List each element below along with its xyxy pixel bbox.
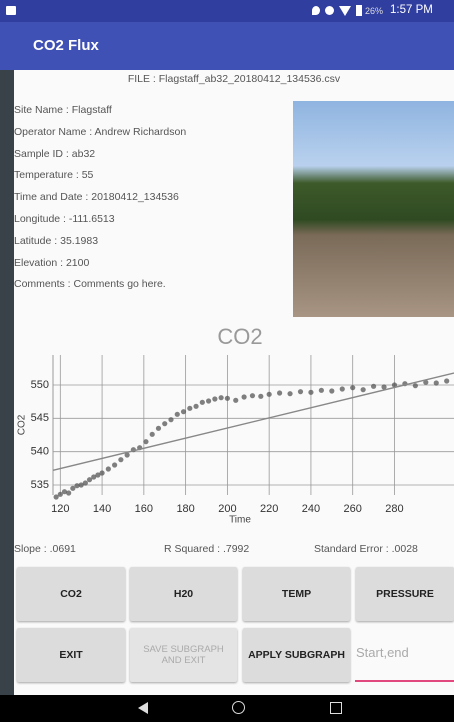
dnd-icon — [325, 6, 334, 15]
data-point — [298, 389, 303, 394]
data-point — [206, 398, 211, 403]
app-title: CO2 Flux — [33, 37, 99, 54]
data-point — [258, 394, 263, 399]
stat-text: R Squared : .7992 — [164, 543, 249, 555]
data-point — [219, 395, 224, 400]
y-tick-label: 545 — [31, 412, 49, 424]
nav-bar — [0, 695, 454, 722]
site-info-line: Site Name : Flagstaff — [14, 104, 112, 116]
back-button[interactable] — [138, 702, 148, 714]
y-tick-label: 540 — [31, 446, 49, 458]
data-point — [106, 466, 111, 471]
x-tick-label: 240 — [302, 503, 320, 515]
data-point — [225, 396, 230, 401]
site-info-line: Temperature : 55 — [14, 169, 93, 181]
x-tick-label: 140 — [93, 503, 111, 515]
x-tick-label: 200 — [218, 503, 236, 515]
data-point — [413, 383, 418, 388]
data-point — [308, 390, 313, 395]
data-point — [175, 412, 180, 417]
home-button[interactable] — [232, 701, 245, 714]
data-point — [277, 390, 282, 395]
site-info-line: Longitude : -111.6513 — [14, 213, 115, 225]
data-point — [150, 432, 155, 437]
x-tick-label: 120 — [51, 503, 69, 515]
clock: 1:57 PM — [390, 4, 433, 16]
x-tick-label: 220 — [260, 503, 278, 515]
button[interactable]: EXIT — [17, 628, 125, 682]
data-point — [381, 384, 386, 389]
data-point — [350, 385, 355, 390]
data-point — [250, 393, 255, 398]
x-tick-label: 180 — [176, 503, 194, 515]
data-point — [340, 386, 345, 391]
data-point — [83, 480, 88, 485]
data-point — [118, 457, 123, 462]
range-input-placeholder[interactable]: Start,end — [356, 645, 409, 660]
button[interactable]: APPLY SUBGRAPH — [243, 628, 350, 682]
x-tick-label: 280 — [385, 503, 403, 515]
data-point — [361, 387, 366, 392]
chart: CO2 Time CO2 535 540 545 550 120 140 160 180 200… — [0, 320, 454, 545]
screen: 26% 1:57 PM CO2 Flux FILE : Flagstaff_ab… — [0, 0, 454, 722]
data-point — [99, 470, 104, 475]
site-photo — [293, 101, 454, 317]
data-point — [187, 406, 192, 411]
data-point — [233, 398, 238, 403]
battery-icon — [356, 5, 362, 16]
data-point — [212, 396, 217, 401]
button[interactable]: TEMP — [243, 567, 350, 621]
y-axis-label: CO2 — [17, 414, 28, 435]
x-tick-label: 260 — [344, 503, 362, 515]
button: SAVE SUBGRAPH AND EXIT — [130, 628, 237, 682]
stat-text: Standard Error : .0028 — [314, 543, 418, 555]
data-point — [181, 409, 186, 414]
site-info-line: Latitude : 35.1983 — [14, 235, 98, 247]
x-tick-label: 160 — [135, 503, 153, 515]
y-tick-label: 535 — [31, 479, 49, 491]
x-axis-label: Time — [229, 515, 251, 526]
data-point — [444, 378, 449, 383]
data-point — [267, 392, 272, 397]
data-point — [242, 394, 247, 399]
trend-line — [53, 373, 454, 470]
data-point — [168, 417, 173, 422]
data-point — [200, 400, 205, 405]
data-point — [287, 391, 292, 396]
data-point — [66, 490, 71, 495]
status-bar: 26% 1:57 PM — [0, 0, 454, 22]
data-point — [156, 426, 161, 431]
battery-level: 26% — [365, 6, 383, 16]
file-label: FILE : Flagstaff_ab32_20180412_134536.cs… — [14, 73, 454, 85]
chart-title: CO2 — [217, 324, 262, 349]
data-point — [329, 388, 334, 393]
site-info-line: Comments : Comments go here. — [14, 278, 166, 290]
site-info-line: Operator Name : Andrew Richardson — [14, 126, 186, 138]
data-point — [143, 439, 148, 444]
button[interactable]: CO2 — [17, 567, 125, 621]
site-info-line: Elevation : 2100 — [14, 257, 89, 269]
site-info-line: Time and Date : 20180412_134536 — [14, 191, 179, 203]
stat-text: Slope : .0691 — [14, 543, 76, 555]
data-point — [319, 388, 324, 393]
data-point — [162, 421, 167, 426]
location-icon — [312, 6, 320, 15]
wifi-icon — [339, 6, 351, 16]
data-point — [371, 384, 376, 389]
data-point — [193, 404, 198, 409]
button[interactable]: H20 — [130, 567, 237, 621]
data-point — [434, 380, 439, 385]
app-bar: CO2 Flux — [0, 22, 454, 70]
input-underline — [355, 680, 454, 682]
recents-button[interactable] — [330, 702, 342, 714]
site-info-line: Sample ID : ab32 — [14, 148, 95, 160]
button[interactable]: PRESSURE — [356, 567, 454, 621]
notification-icon — [6, 6, 16, 15]
data-point — [112, 462, 117, 467]
y-tick-label: 550 — [31, 379, 49, 391]
